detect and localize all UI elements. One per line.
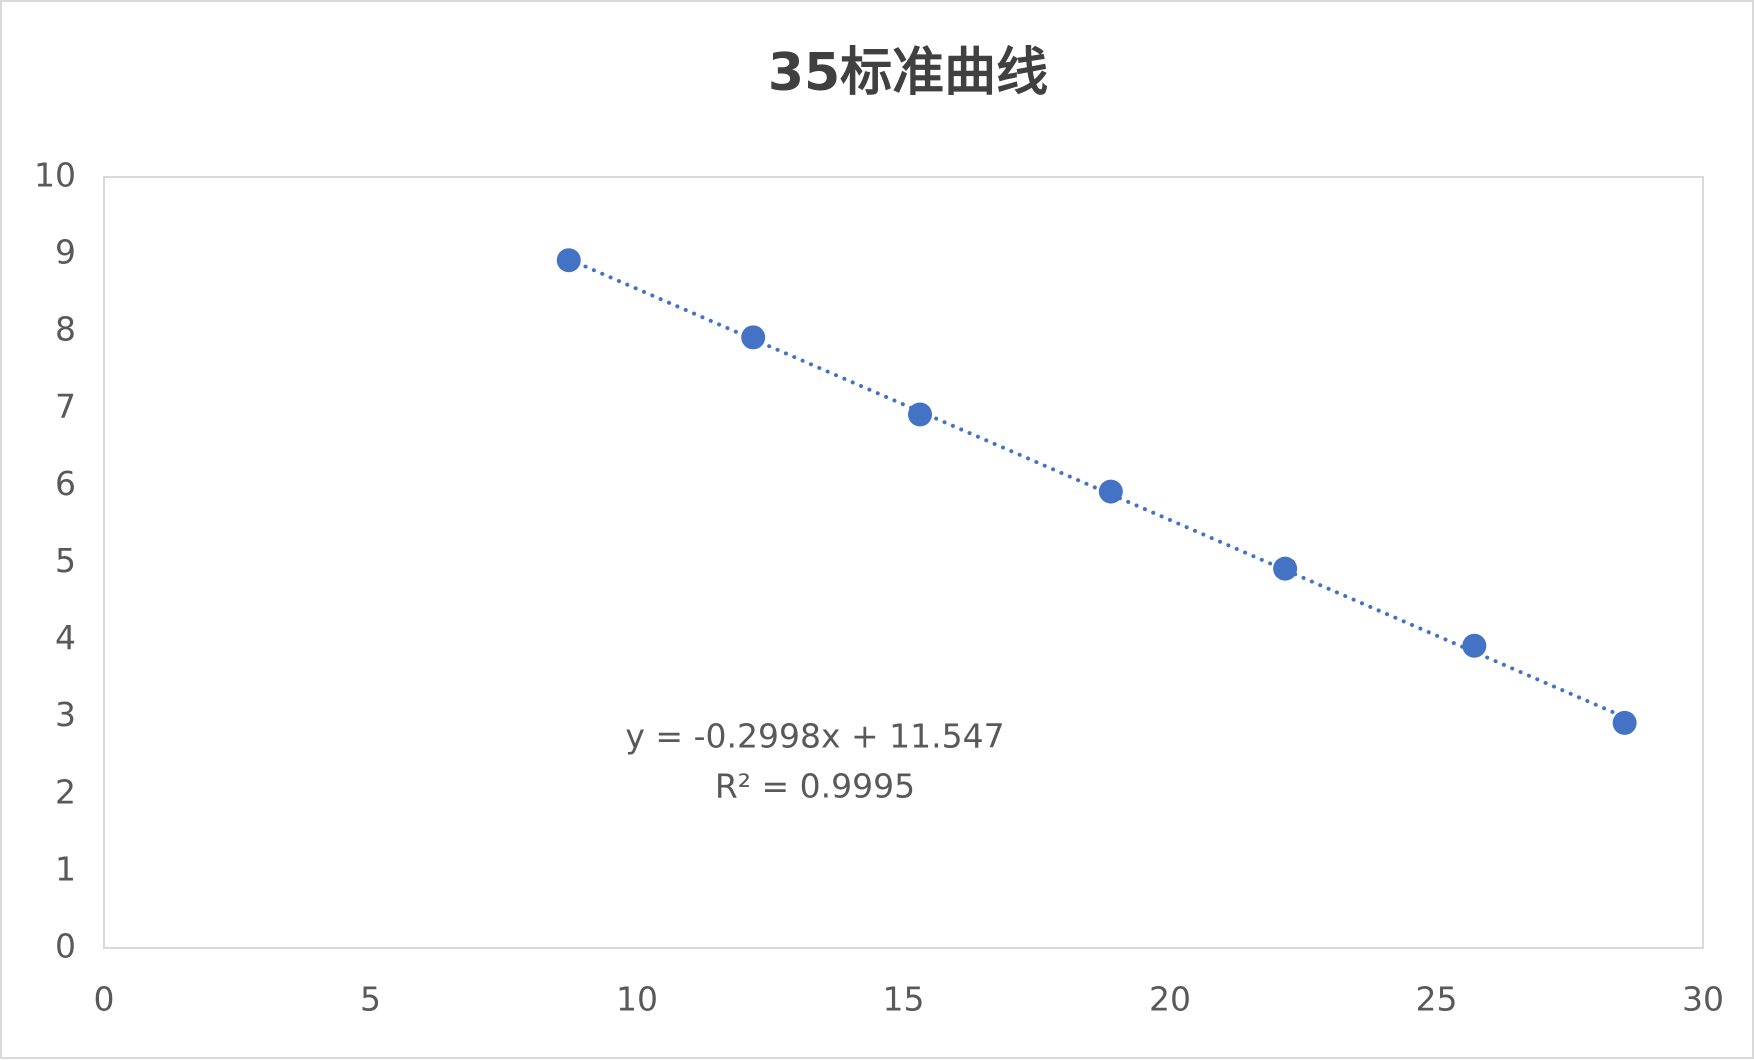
y-tick-label: 9 bbox=[55, 233, 76, 272]
y-tick-label: 5 bbox=[55, 541, 76, 580]
y-tick-label: 4 bbox=[55, 618, 76, 657]
scatter-point bbox=[741, 325, 766, 350]
y-tick-label: 10 bbox=[34, 156, 76, 195]
x-tick-label: 5 bbox=[360, 980, 381, 1019]
y-tick-label: 2 bbox=[55, 772, 76, 811]
plot-area bbox=[103, 176, 1704, 949]
chart-title: 35标准曲线 bbox=[768, 43, 1048, 103]
y-tick-label: 6 bbox=[55, 464, 76, 503]
x-tick-label: 15 bbox=[883, 980, 925, 1019]
y-tick-label: 3 bbox=[55, 695, 76, 734]
y-tick-label: 1 bbox=[55, 849, 76, 888]
x-tick-label: 0 bbox=[94, 980, 115, 1019]
y-tick-label: 8 bbox=[55, 310, 76, 349]
x-tick-label: 10 bbox=[616, 980, 658, 1019]
x-tick-label: 25 bbox=[1416, 980, 1458, 1019]
scatter-point bbox=[1462, 633, 1487, 658]
scatter-point bbox=[1273, 556, 1298, 581]
y-tick-label: 0 bbox=[55, 927, 76, 966]
scatter-point bbox=[556, 248, 581, 273]
trendline-equation: y = -0.2998x + 11.547 bbox=[625, 717, 1004, 756]
x-tick-label: 30 bbox=[1682, 980, 1724, 1019]
y-tick-label: 7 bbox=[55, 387, 76, 426]
trendline-r-squared: R² = 0.9995 bbox=[715, 767, 915, 806]
scatter-point bbox=[1098, 479, 1123, 504]
scatter-point bbox=[908, 402, 933, 427]
scatter-point bbox=[1612, 710, 1637, 735]
x-tick-label: 20 bbox=[1149, 980, 1191, 1019]
